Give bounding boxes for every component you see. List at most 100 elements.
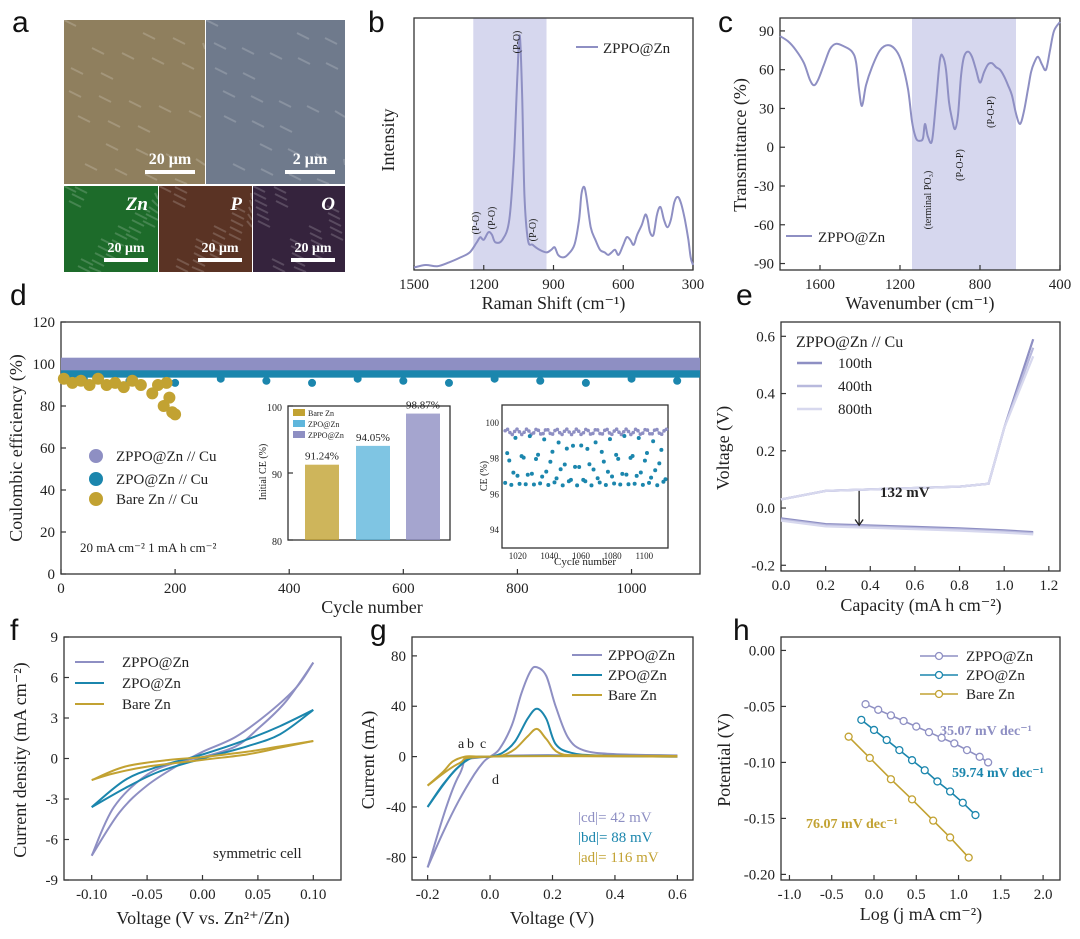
texture-streak <box>125 233 139 241</box>
y-tick-label: 40 <box>391 699 406 715</box>
tafel-point <box>895 745 904 755</box>
bare-point <box>83 379 96 391</box>
texture-streak <box>279 125 293 133</box>
scale-bar <box>285 170 335 174</box>
inset-zppo-point <box>610 432 614 437</box>
cv-lower-branch <box>91 740 314 782</box>
texture-streak <box>288 173 302 181</box>
inset-zppo-point <box>595 428 600 432</box>
inset-zppo-point <box>636 428 640 433</box>
texture-streak <box>222 90 236 98</box>
texture-streak <box>228 233 242 241</box>
inset-zppo-point <box>517 429 522 434</box>
condition-label: 20 mA cm⁻² 1 mA h cm⁻² <box>80 540 216 555</box>
texture-streak <box>172 200 186 208</box>
tafel-point <box>933 777 942 786</box>
legend-entry: ZPPO@Zn <box>818 230 886 246</box>
y-tick-label: 20 <box>40 525 55 541</box>
texture-streak <box>84 163 98 171</box>
tafel-point <box>869 725 879 735</box>
texture-streak <box>114 168 128 176</box>
inset-zpo-point <box>511 470 516 475</box>
x-tick-label: 0.00 <box>189 887 215 903</box>
legend-entry: ZPPO@Zn <box>966 649 1034 665</box>
x-tick-label: 1.0 <box>995 578 1014 594</box>
texture-streak <box>273 186 287 194</box>
texture-streak <box>158 105 172 113</box>
panel-label: g <box>370 614 387 647</box>
inset-x-tick-label: 1060 <box>572 551 591 561</box>
texture-streak <box>213 42 227 50</box>
inset-zpo-point <box>521 455 526 460</box>
panel-label: a <box>12 6 29 39</box>
bare-point <box>160 376 173 389</box>
tafel-point <box>975 752 984 761</box>
point-label-b: b <box>467 737 474 752</box>
texture-streak <box>330 233 344 241</box>
gap-annotation: 132 mV <box>880 485 930 501</box>
y-tick-label: 0.4 <box>756 387 775 403</box>
texture-streak <box>148 206 159 214</box>
inset-bar <box>406 413 440 540</box>
tafel-point <box>907 795 917 804</box>
texture-streak <box>98 95 112 103</box>
slope-label: 35.07 mV dec⁻¹ <box>940 724 1032 739</box>
texture-streak <box>181 62 195 70</box>
inset-zpo-point <box>558 467 563 472</box>
inset-zpo-point <box>509 482 514 487</box>
y-tick-label: 80 <box>40 399 55 415</box>
x-tick-label: 0.2 <box>543 887 562 903</box>
bare-point <box>163 391 176 404</box>
series-zppo-line <box>413 34 694 269</box>
texture-streak <box>210 246 224 254</box>
tafel-point <box>874 705 883 714</box>
inset-zpo-point <box>546 483 551 488</box>
inset-legend-entry: Bare Zn <box>308 409 334 418</box>
texture-streak <box>121 52 135 60</box>
scale-label: 20 μm <box>107 241 144 256</box>
peak-label: (P-O-P) <box>955 149 966 181</box>
inset-zppo-point <box>505 427 510 432</box>
texture-streak <box>246 220 253 228</box>
y-tick-label: -60 <box>754 218 774 234</box>
texture-streak <box>192 259 206 267</box>
x-tick-label: 0.0 <box>772 578 791 594</box>
y-tick-label: 0.6 <box>756 329 775 345</box>
tafel-point <box>924 728 934 737</box>
y-tick-label: 6 <box>51 671 59 687</box>
y-tick-label: 120 <box>33 315 56 331</box>
inset-zppo-point <box>664 427 669 432</box>
inset-zpo-point <box>632 481 637 486</box>
panel-label: c <box>718 6 733 39</box>
panel-c: c 1600 1200 800 400 90 60 30 0 -30 -60 -90 Wavenumbe… <box>718 6 1071 314</box>
x-tick-label: -0.10 <box>76 887 107 903</box>
texture-streak <box>306 105 320 113</box>
x-tick-label: 0.4 <box>861 578 880 594</box>
inset-zppo-point <box>555 427 560 432</box>
zpo-point <box>581 378 590 387</box>
legend-entry: ZPO@Zn <box>122 676 181 692</box>
inset-zpo-point <box>513 435 518 440</box>
texture-streak <box>144 173 158 181</box>
inset-zpo-point <box>531 482 536 487</box>
texture-streak <box>77 115 91 123</box>
y-tick-label: 0 <box>399 750 407 766</box>
y-tick-label: -30 <box>754 179 774 195</box>
texture-streak <box>311 246 325 254</box>
texture-streak <box>108 246 122 254</box>
highlight-band <box>473 18 547 270</box>
inset-zpo-point <box>599 449 604 454</box>
inset-legend-entry: ZPPO@Zn <box>308 431 344 440</box>
texture-streak <box>165 153 179 161</box>
texture-streak <box>151 57 165 65</box>
inset-legend-entry: ZPO@Zn <box>308 420 339 429</box>
zpo-point <box>262 376 271 385</box>
texture-streak <box>117 225 131 233</box>
legend-marker <box>934 651 944 661</box>
charge-curve <box>780 347 1035 501</box>
texture-streak <box>145 213 159 221</box>
y-axis-label: Coulombic efficiency (%) <box>6 354 27 542</box>
x-tick-label: 800 <box>506 581 529 597</box>
zpo-point <box>536 376 545 385</box>
